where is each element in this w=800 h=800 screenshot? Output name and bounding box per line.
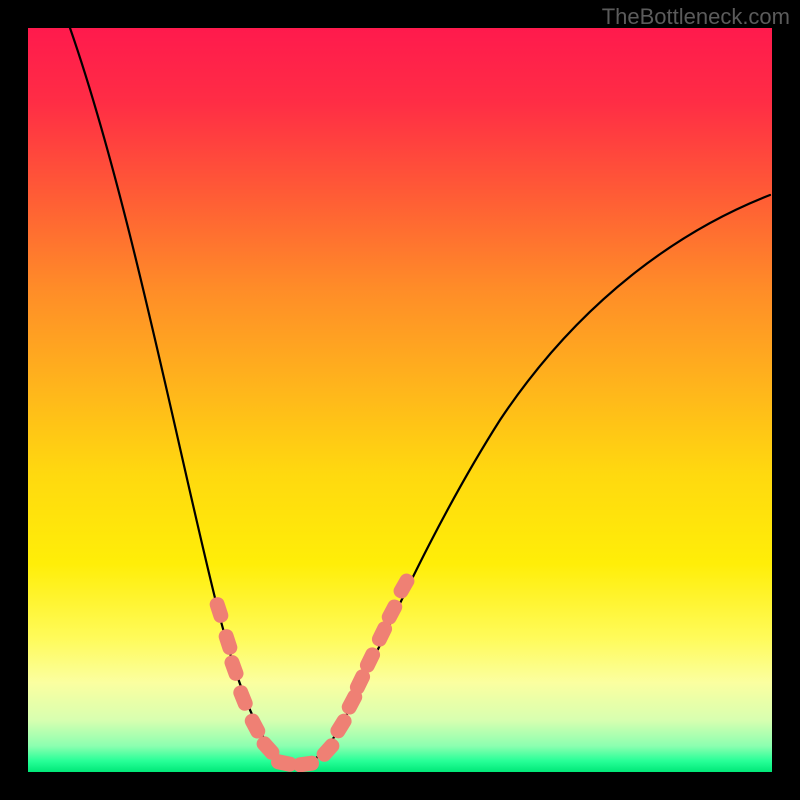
watermark-text: TheBottleneck.com [602, 4, 790, 30]
chart-svg [0, 0, 800, 800]
chart-root: TheBottleneck.com [0, 0, 800, 800]
plot-background [28, 28, 772, 772]
